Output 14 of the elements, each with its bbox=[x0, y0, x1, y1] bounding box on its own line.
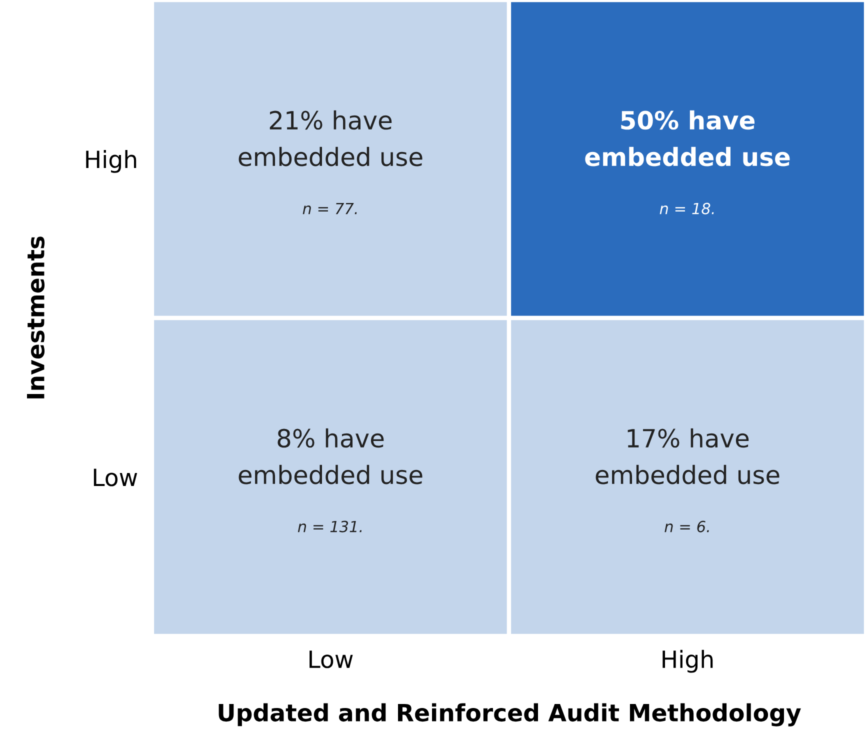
annotation: n = 6. bbox=[664, 520, 709, 532]
annotation: n = 131. bbox=[298, 520, 362, 532]
y-axis-title: Investments bbox=[26, 236, 45, 398]
annotation: embedded use bbox=[238, 146, 422, 166]
data-label: 8% have bbox=[278, 428, 384, 448]
data-label: 50% have bbox=[621, 110, 755, 130]
annotation: n = 18. bbox=[660, 202, 714, 214]
data-label: 17% have bbox=[628, 428, 749, 448]
annotation: embedded use bbox=[238, 464, 422, 484]
annotation: embedded use bbox=[585, 146, 790, 166]
data-label: 21% have bbox=[270, 110, 392, 130]
annotation: n = 77. bbox=[302, 202, 357, 214]
x-axis-title: Updated and Reinforced Audit Methodology bbox=[218, 703, 801, 726]
annotation: embedded use bbox=[596, 464, 780, 484]
